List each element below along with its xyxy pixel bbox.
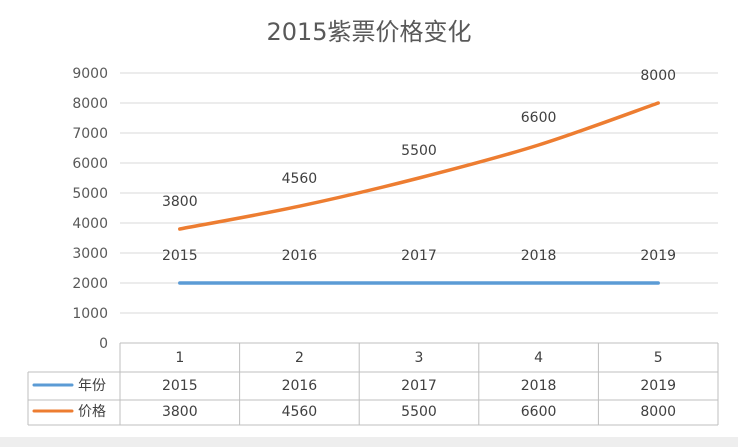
x-category-label: 2 — [295, 350, 304, 366]
y-tick-label: 7000 — [72, 126, 108, 142]
legend-label: 年份 — [78, 378, 106, 394]
data-label: 2017 — [401, 248, 437, 264]
x-category-label: 1 — [175, 350, 184, 366]
x-category-label: 3 — [415, 350, 424, 366]
y-tick-label: 3000 — [72, 246, 108, 262]
table-cell: 4560 — [282, 404, 318, 420]
series-line-price — [178, 101, 660, 231]
table-cell: 6600 — [521, 404, 557, 420]
chart-title: 2015紫票价格变化 — [266, 18, 472, 46]
table-cell: 2016 — [282, 378, 318, 394]
data-label: 5500 — [401, 143, 437, 159]
y-tick-label: 9000 — [72, 66, 108, 82]
table-cell: 3800 — [162, 404, 198, 420]
x-category-label: 4 — [534, 350, 543, 366]
table-cell: 8000 — [640, 404, 676, 420]
y-tick-label: 5000 — [72, 186, 108, 202]
table-cell: 5500 — [401, 404, 437, 420]
data-label: 3800 — [162, 194, 198, 210]
x-category-label: 5 — [654, 350, 663, 366]
table-cell: 2015 — [162, 378, 198, 394]
table-cell: 2017 — [401, 378, 437, 394]
data-label: 2015 — [162, 248, 198, 264]
data-label: 4560 — [282, 171, 318, 187]
data-label: 6600 — [521, 110, 557, 126]
table-cell: 2018 — [521, 378, 557, 394]
y-tick-label: 2000 — [72, 276, 108, 292]
y-tick-label: 8000 — [72, 96, 108, 112]
data-label: 2019 — [640, 248, 676, 264]
y-tick-label: 4000 — [72, 216, 108, 232]
data-label: 2016 — [282, 248, 318, 264]
data-label: 8000 — [640, 68, 676, 84]
y-tick-label: 0 — [99, 336, 108, 352]
data-label: 2018 — [521, 248, 557, 264]
y-tick-label: 6000 — [72, 156, 108, 172]
y-tick-label: 1000 — [72, 306, 108, 322]
table-cell: 2019 — [640, 378, 676, 394]
legend-label: 价格 — [78, 404, 106, 420]
bottom-divider — [0, 437, 738, 447]
